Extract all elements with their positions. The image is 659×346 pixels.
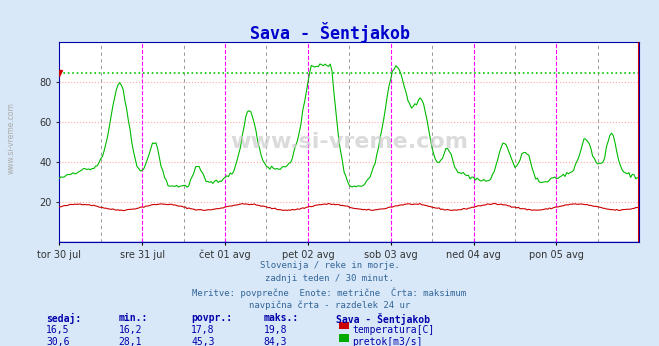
Text: zadnji teden / 30 minut.: zadnji teden / 30 minut. [265,274,394,283]
Text: 30,6: 30,6 [46,337,70,346]
Text: www.si-vreme.com: www.si-vreme.com [7,102,16,174]
Text: povpr.:: povpr.: [191,313,232,323]
Text: Meritve: povprečne  Enote: metrične  Črta: maksimum: Meritve: povprečne Enote: metrične Črta:… [192,288,467,298]
Text: 16,5: 16,5 [46,325,70,335]
Text: 84,3: 84,3 [264,337,287,346]
Text: Sava - Šentjakob: Sava - Šentjakob [336,313,430,325]
Text: temperatura[C]: temperatura[C] [353,325,435,335]
Text: www.si-vreme.com: www.si-vreme.com [230,132,469,152]
Text: 19,8: 19,8 [264,325,287,335]
Text: pretok[m3/s]: pretok[m3/s] [353,337,423,346]
Text: navpična črta - razdelek 24 ur: navpična črta - razdelek 24 ur [249,301,410,310]
Text: 45,3: 45,3 [191,337,215,346]
Text: Sava - Šentjakob: Sava - Šentjakob [250,22,409,44]
Text: 28,1: 28,1 [119,337,142,346]
Text: 16,2: 16,2 [119,325,142,335]
Text: 17,8: 17,8 [191,325,215,335]
Text: min.:: min.: [119,313,148,323]
Text: sedaj:: sedaj: [46,313,81,324]
Text: maks.:: maks.: [264,313,299,323]
Text: Slovenija / reke in morje.: Slovenija / reke in morje. [260,261,399,270]
